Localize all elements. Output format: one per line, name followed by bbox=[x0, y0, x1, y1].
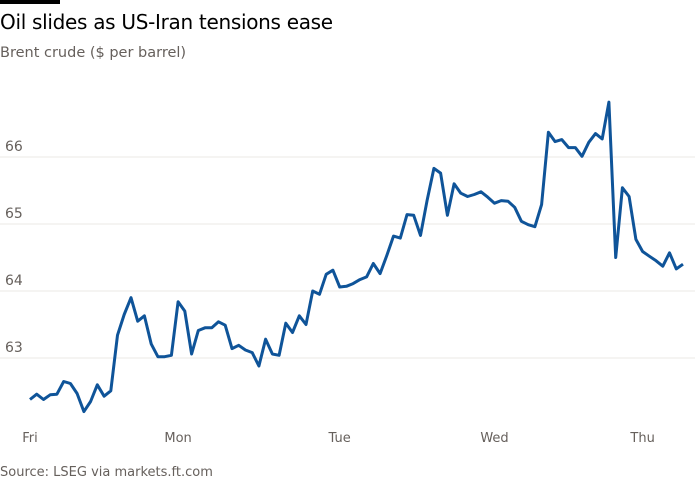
x-tick-label: Fri bbox=[22, 431, 38, 446]
y-tick-label: 66 bbox=[5, 139, 23, 155]
ft-top-bar bbox=[0, 0, 60, 4]
x-tick-label: Tue bbox=[328, 431, 351, 446]
chart-title: Oil slides as US-Iran tensions ease bbox=[0, 10, 333, 34]
x-tick-label: Thu bbox=[629, 431, 654, 446]
x-tick-label: Mon bbox=[164, 431, 191, 446]
x-tick-label: Wed bbox=[480, 431, 508, 446]
source-note: Source: LSEG via markets.ft.com bbox=[0, 465, 213, 480]
y-tick-label: 64 bbox=[5, 273, 23, 289]
chart-subtitle: Brent crude ($ per barrel) bbox=[0, 45, 187, 61]
line-chart: 63 64 65 66 Fri Mon Tue Wed Thu bbox=[0, 100, 695, 446]
y-tick-label: 63 bbox=[5, 340, 23, 356]
brent-price-line bbox=[29, 100, 684, 414]
y-tick-label: 65 bbox=[5, 206, 23, 222]
